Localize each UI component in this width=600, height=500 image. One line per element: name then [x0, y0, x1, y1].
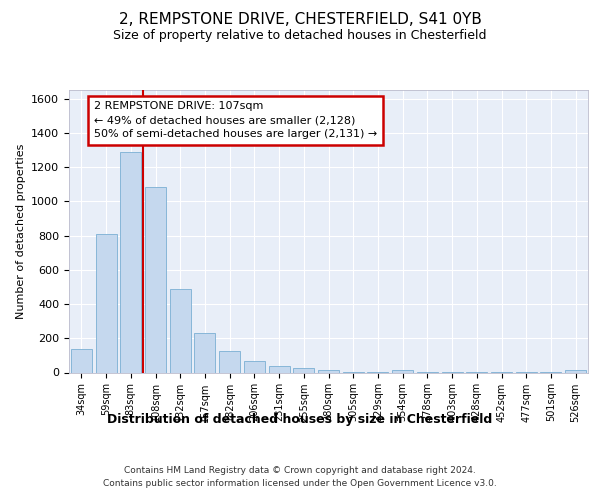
Bar	[71, 350, 92, 372]
Bar	[269, 366, 290, 372]
Text: Contains public sector information licensed under the Open Government Licence v3: Contains public sector information licen…	[103, 479, 497, 488]
Bar	[318, 370, 339, 372]
Bar	[194, 333, 215, 372]
Text: Distribution of detached houses by size in Chesterfield: Distribution of detached houses by size …	[107, 412, 493, 426]
Bar	[145, 186, 166, 372]
Text: Contains HM Land Registry data © Crown copyright and database right 2024.: Contains HM Land Registry data © Crown c…	[124, 466, 476, 475]
Text: 2 REMPSTONE DRIVE: 107sqm
← 49% of detached houses are smaller (2,128)
50% of se: 2 REMPSTONE DRIVE: 107sqm ← 49% of detac…	[94, 101, 377, 139]
Bar	[170, 290, 191, 372]
Bar	[120, 152, 141, 372]
Bar	[219, 350, 240, 372]
Y-axis label: Number of detached properties: Number of detached properties	[16, 144, 26, 319]
Text: Size of property relative to detached houses in Chesterfield: Size of property relative to detached ho…	[113, 29, 487, 42]
Bar	[565, 370, 586, 372]
Text: 2, REMPSTONE DRIVE, CHESTERFIELD, S41 0YB: 2, REMPSTONE DRIVE, CHESTERFIELD, S41 0Y…	[119, 12, 481, 28]
Bar	[293, 368, 314, 372]
Bar	[392, 370, 413, 372]
Bar	[244, 362, 265, 372]
Bar	[95, 234, 116, 372]
